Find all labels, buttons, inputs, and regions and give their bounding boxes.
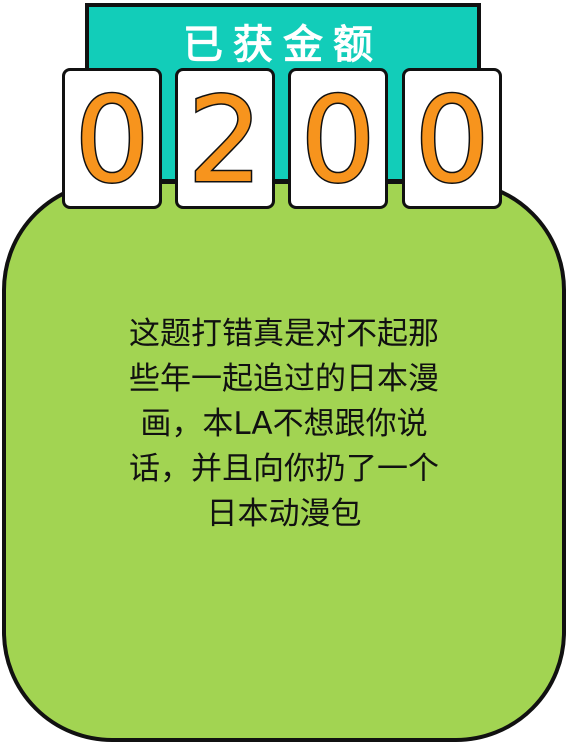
amount-digit-4-text: 0 [414,71,489,206]
title-label: 已获金额 [183,22,383,68]
amount-digit-2-glyph: 2 [186,71,264,206]
message-card [2,180,566,742]
message-line-3: 画，本LA不想跟你说 [140,406,428,442]
amount-digit-4-glyph: 0 [413,71,491,206]
amount-digit-1: 0 [62,68,162,209]
amount-digit-4: 0 [402,68,502,209]
amount-digit-3: 0 [288,68,388,209]
amount-digit-1-text: 0 [74,71,149,206]
message-line-2: 些年一起追过的日本漫 [129,361,439,397]
amount-digit-3-glyph: 0 [299,71,377,206]
amount-digit-1-glyph: 0 [73,71,151,206]
message-line-5: 日本动漫包 [206,496,362,532]
amount-digit-3-text: 0 [300,71,375,206]
message-line-1: 这题打错真是对不起那 [129,316,439,352]
amount-digit-2: 2 [175,68,275,209]
amount-digit-2-text: 2 [187,71,262,206]
message-text: 这题打错真是对不起那 些年一起追过的日本漫 画，本LA不想跟你说 话，并且向你扔… [100,312,468,537]
message-line-4: 话，并且向你扔了一个 [129,451,439,487]
